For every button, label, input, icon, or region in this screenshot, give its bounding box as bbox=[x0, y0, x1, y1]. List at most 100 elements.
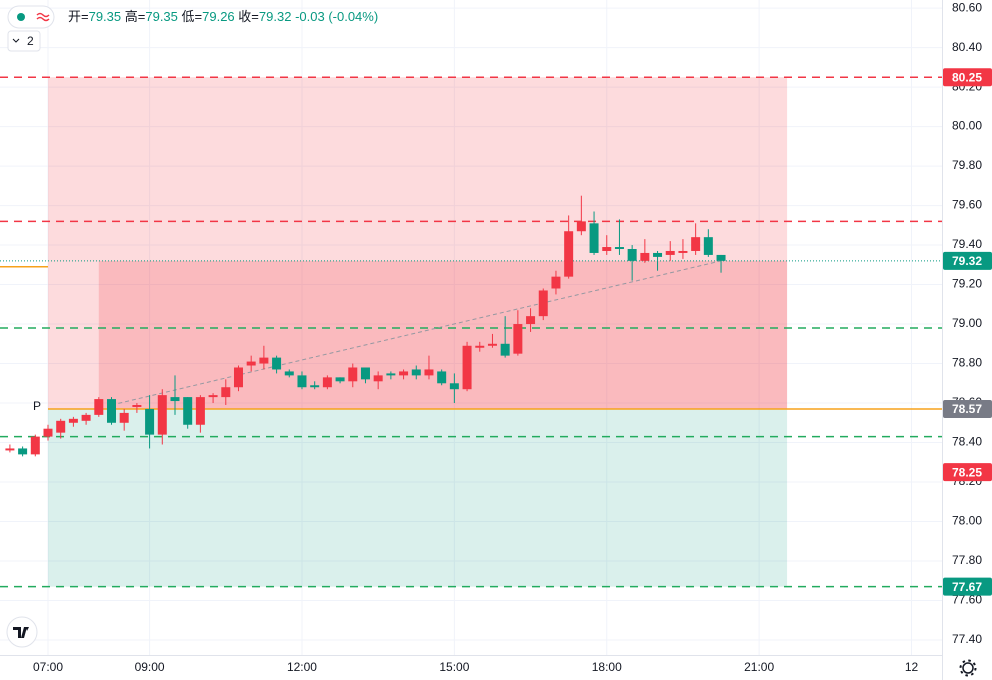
indicator-count: 2 bbox=[27, 34, 34, 48]
candle-body bbox=[691, 237, 701, 251]
candle-body bbox=[589, 223, 599, 253]
candle-body bbox=[703, 237, 713, 255]
candle-body bbox=[678, 250, 688, 253]
candle-body bbox=[119, 412, 129, 423]
price-badge bbox=[943, 68, 992, 87]
candle-body bbox=[259, 357, 269, 364]
price-badge-label: 79.32 bbox=[952, 254, 982, 268]
candle-body bbox=[208, 395, 218, 398]
y-tick-label: 78.80 bbox=[952, 356, 982, 370]
indicator-toggle[interactable] bbox=[7, 30, 41, 52]
x-tick-label: 12 bbox=[905, 660, 919, 674]
candle-body bbox=[221, 387, 231, 398]
price-badge bbox=[943, 577, 992, 596]
candle-body bbox=[500, 343, 510, 356]
candle-body bbox=[653, 252, 663, 257]
axes: 77.4077.6077.8078.0078.2078.4078.6078.80… bbox=[33, 0, 992, 674]
candle-body bbox=[576, 221, 586, 232]
x-tick-label: 18:00 bbox=[592, 660, 622, 674]
gear-teeth bbox=[959, 659, 977, 677]
logo-circle bbox=[6, 616, 38, 648]
x-tick-label: 12:00 bbox=[287, 660, 317, 674]
candle-body bbox=[614, 247, 624, 250]
candle-body bbox=[56, 420, 66, 433]
candle-body bbox=[386, 373, 396, 376]
candle-body bbox=[233, 367, 243, 388]
candle-body bbox=[106, 399, 116, 423]
y-tick-label: 79.60 bbox=[952, 198, 982, 212]
candle-body bbox=[602, 247, 612, 251]
x-tick-label: 09:00 bbox=[135, 660, 165, 674]
trend-line bbox=[111, 260, 722, 406]
candle-body bbox=[513, 324, 523, 354]
y-tick-label: 79.00 bbox=[952, 316, 982, 330]
candle-body bbox=[170, 397, 180, 402]
candle-body bbox=[487, 343, 497, 346]
ohlc-value: 79.35 bbox=[145, 9, 178, 24]
candle-body bbox=[5, 448, 15, 451]
candle-body bbox=[335, 377, 345, 382]
y-tick-label: 77.60 bbox=[952, 593, 982, 607]
status-pill[interactable] bbox=[7, 5, 55, 29]
change-value: -0.03 bbox=[295, 9, 325, 24]
candle-body bbox=[373, 375, 383, 382]
tv-logo[interactable] bbox=[6, 616, 38, 648]
price-badge bbox=[943, 463, 992, 482]
candle-body bbox=[526, 316, 536, 325]
candle-body bbox=[551, 276, 561, 289]
candle-body bbox=[195, 397, 205, 425]
candle-body bbox=[18, 448, 28, 455]
price-badge-label: 80.25 bbox=[952, 70, 982, 84]
gear-ring bbox=[962, 662, 974, 674]
y-tick-label: 80.60 bbox=[952, 0, 982, 14]
candle-body bbox=[246, 361, 256, 366]
candle-body bbox=[462, 345, 472, 390]
pivot-label: P bbox=[33, 399, 41, 413]
candle-body bbox=[81, 414, 91, 421]
price-badge bbox=[943, 399, 992, 418]
candle-body bbox=[665, 250, 675, 255]
price-badge bbox=[943, 251, 992, 270]
y-tick-label: 80.40 bbox=[952, 40, 982, 54]
ohlc-label: 开= bbox=[68, 9, 89, 24]
y-tick-label: 79.20 bbox=[952, 277, 982, 291]
y-tick-label: 77.40 bbox=[952, 632, 982, 646]
candle-body bbox=[360, 367, 370, 380]
candle-body bbox=[449, 383, 459, 390]
candle-body bbox=[424, 369, 434, 376]
loss-zone bbox=[48, 408, 788, 587]
candle-body bbox=[627, 249, 637, 261]
candle-body bbox=[30, 436, 40, 455]
ohlc-label: 高= bbox=[125, 9, 146, 24]
candle-body bbox=[564, 231, 574, 277]
candle-body bbox=[132, 405, 142, 407]
y-tick-label: 78.40 bbox=[952, 435, 982, 449]
candle-body bbox=[716, 254, 726, 261]
chevron-icon bbox=[12, 38, 20, 43]
candle-body bbox=[94, 399, 104, 415]
y-tick-label: 80.00 bbox=[952, 119, 982, 133]
ohlc-value: 79.32 bbox=[259, 9, 292, 24]
open-pnl-zone bbox=[98, 260, 788, 409]
candle-body bbox=[538, 290, 548, 317]
ohlc-legend: 开=79.35 高=79.35 低=79.26 收=79.32 -0.03 (-… bbox=[68, 9, 378, 24]
wave-icon bbox=[36, 12, 50, 22]
ohlc-label: 低= bbox=[182, 9, 203, 24]
candle-body bbox=[411, 369, 421, 376]
y-tick-label: 77.80 bbox=[952, 553, 982, 567]
ohlc-label: 收= bbox=[238, 9, 259, 24]
x-tick-label: 07:00 bbox=[33, 660, 63, 674]
profit-zone bbox=[48, 77, 788, 409]
y-tick-label: 79.40 bbox=[952, 237, 982, 251]
candle-body bbox=[145, 408, 155, 435]
settings-icon[interactable] bbox=[959, 659, 977, 677]
candle-body bbox=[310, 385, 320, 388]
price-badge-label: 77.67 bbox=[952, 580, 982, 594]
change-percent: (-0.04%) bbox=[328, 9, 378, 24]
candle-body bbox=[640, 252, 650, 261]
price-badge-label: 78.57 bbox=[952, 402, 982, 416]
candle-body bbox=[322, 377, 332, 388]
ohlc-value: 79.35 bbox=[89, 9, 122, 24]
